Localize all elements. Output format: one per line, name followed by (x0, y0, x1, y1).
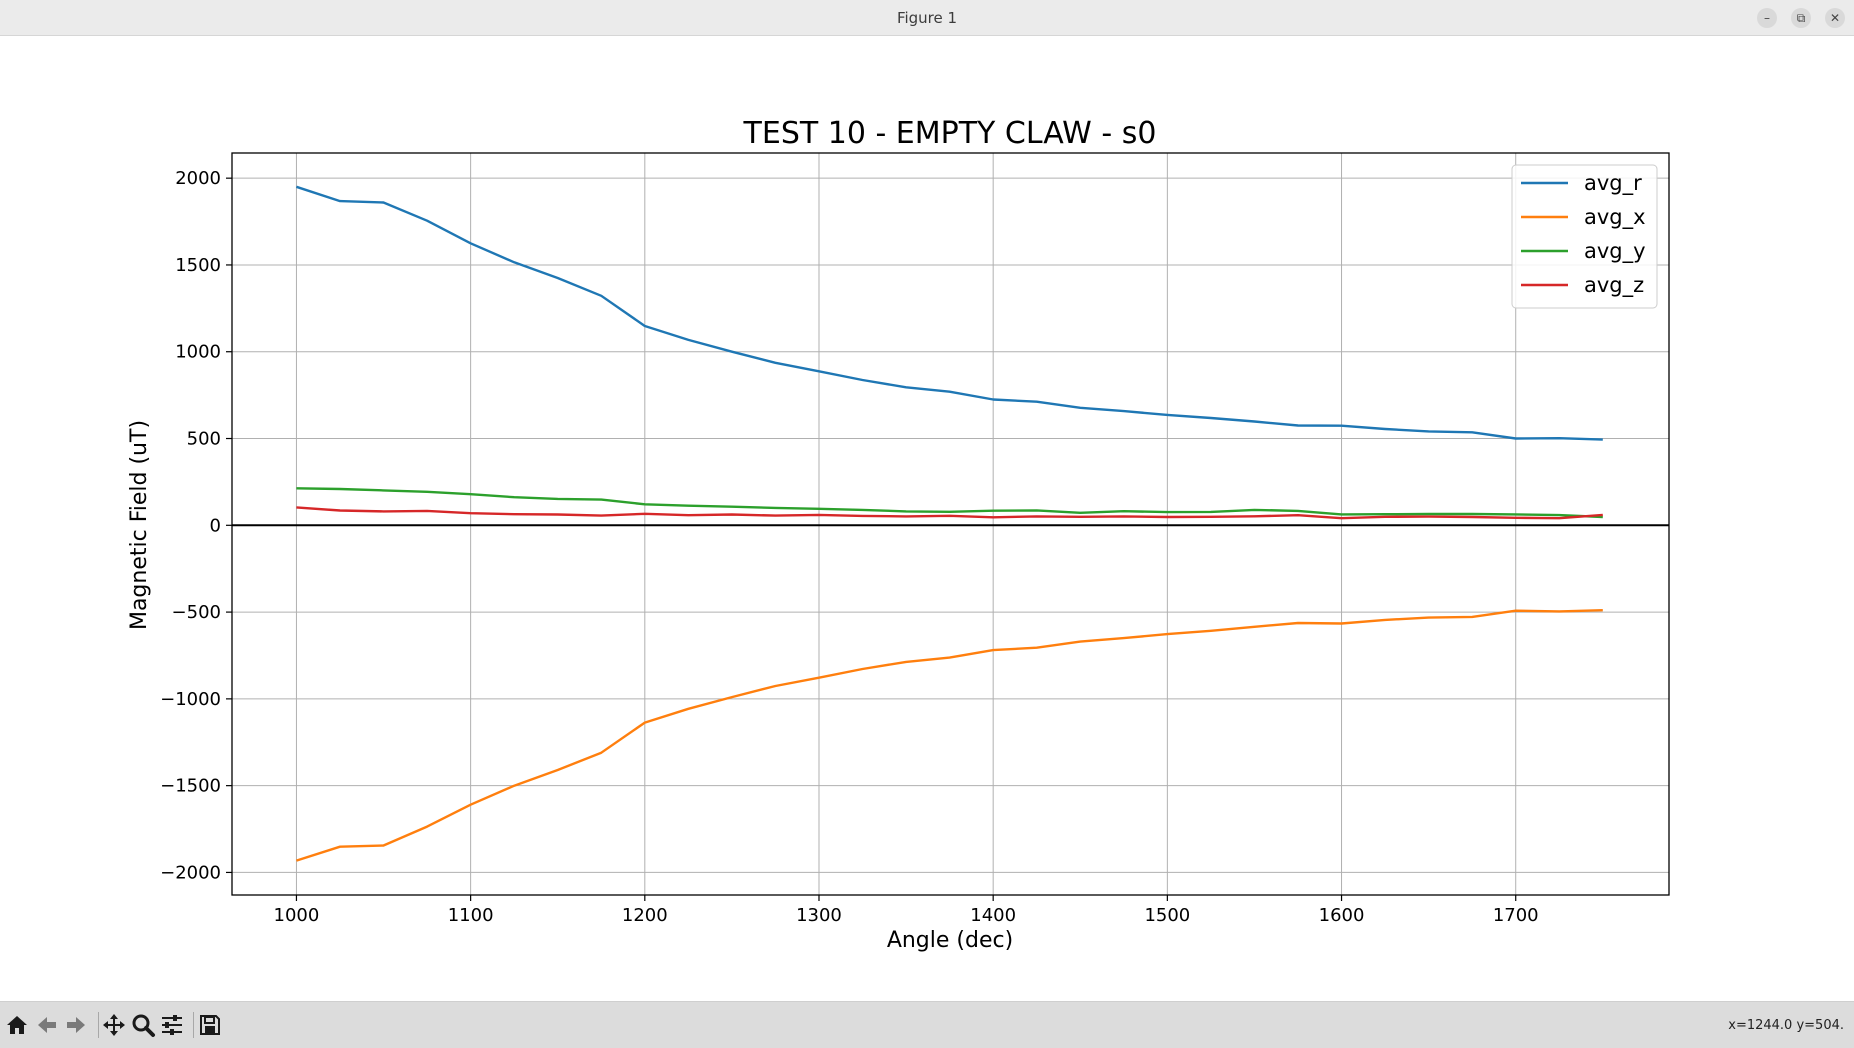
grid (232, 153, 1669, 895)
pan-icon[interactable] (101, 1012, 127, 1038)
window-title: Figure 1 (896, 9, 958, 27)
x-tick-label: 1600 (1319, 905, 1365, 926)
legend-label-avg_x: avg_x (1584, 205, 1646, 230)
y-tick-label: 1000 (175, 342, 221, 363)
series-line-avg_r (296, 185, 1603, 441)
plot-area-frame (231, 152, 1670, 896)
y-tick-label: 1500 (175, 255, 221, 276)
series-layer (296, 185, 1603, 862)
x-tick-label: 1500 (1144, 905, 1190, 926)
y-tick-label: 2000 (175, 168, 221, 189)
x-tick-label: 1300 (796, 905, 842, 926)
y-tick-label: 500 (187, 429, 221, 450)
legend-label-avg_z: avg_z (1584, 273, 1644, 298)
y-tick-label: −2000 (160, 862, 221, 883)
close-button[interactable]: ✕ (1825, 8, 1845, 28)
y-axis-label: Magnetic Field (uT) (127, 420, 152, 630)
x-tick-label: 1200 (622, 905, 668, 926)
zoom-icon[interactable] (130, 1012, 156, 1038)
toolbar-separator (98, 1012, 99, 1038)
x-tick-label: 1100 (448, 905, 494, 926)
x-tick-label: 1400 (970, 905, 1016, 926)
line-chart: TEST 10 - EMPTY CLAW - s0 Angle (dec) Ma… (127, 116, 1670, 953)
x-axis-label: Angle (dec) (887, 928, 1013, 953)
y-tick-label: 0 (210, 515, 221, 536)
x-tick-label: 1000 (274, 905, 320, 926)
cursor-coordinates: x=1244.0 y=504. (1728, 1018, 1844, 1033)
y-tick-label: −1500 (160, 776, 221, 797)
configure-subplots-icon[interactable] (159, 1012, 185, 1038)
minimize-button[interactable]: – (1757, 8, 1777, 28)
window-titlebar: Figure 1 – ⧉ ✕ (0, 0, 1854, 36)
ticks: 1000 1100 1200 1300 1400 1500 1600 1700 −2000 −15… (160, 168, 1539, 926)
legend-label-avg_r: avg_r (1584, 171, 1642, 196)
legend-label-avg_y: avg_y (1584, 239, 1646, 264)
figure-canvas[interactable]: TEST 10 - EMPTY CLAW - s0 Angle (dec) Ma… (0, 37, 1854, 1001)
x-tick-label: 1700 (1493, 905, 1539, 926)
y-tick-label: −500 (172, 602, 221, 623)
navigation-toolbar: x=1244.0 y=504. (0, 1001, 1854, 1048)
forward-icon[interactable] (63, 1012, 89, 1038)
back-icon[interactable] (34, 1012, 60, 1038)
legend: avg_r avg_x avg_y avg_z (1511, 164, 1658, 309)
series-line-avg_z (296, 506, 1603, 520)
series-line-avg_x (296, 609, 1603, 862)
legend-box (1511, 164, 1658, 309)
save-icon[interactable] (197, 1012, 223, 1038)
series-line-avg_y (296, 487, 1603, 519)
maximize-button[interactable]: ⧉ (1791, 8, 1811, 28)
chart-title: TEST 10 - EMPTY CLAW - s0 (743, 116, 1157, 151)
y-tick-label: −1000 (160, 689, 221, 710)
toolbar-separator (193, 1012, 194, 1038)
home-icon[interactable] (4, 1012, 30, 1038)
